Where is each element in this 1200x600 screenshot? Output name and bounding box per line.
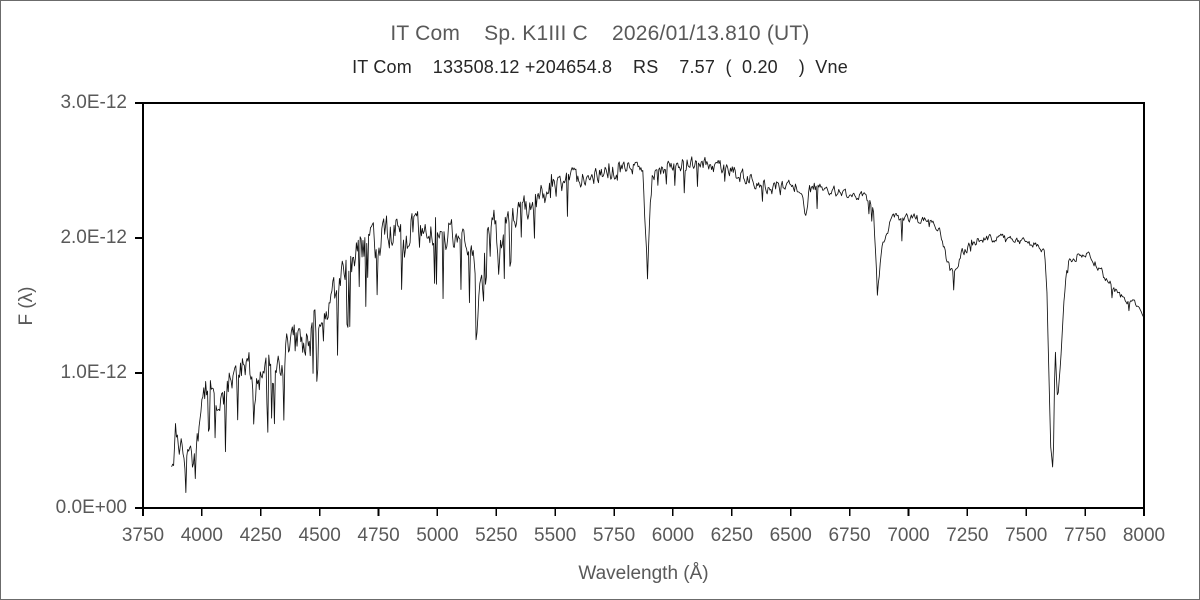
- x-tick-label: 6750: [828, 525, 871, 546]
- x-tick-label: 7000: [887, 525, 930, 546]
- chart-title: IT Com Sp. K1III C 2026/01/13.810 (UT): [390, 22, 810, 45]
- x-tick-label: 7750: [1063, 525, 1107, 546]
- x-tick-label: 6250: [710, 525, 753, 546]
- x-tick-label: 4500: [298, 525, 341, 546]
- x-tick-label: 5250: [475, 525, 518, 546]
- x-tick-label: 5750: [592, 525, 636, 546]
- x-tick-label: 6500: [769, 525, 812, 546]
- y-tick-label: 0.0E+00: [55, 497, 127, 518]
- y-tick-label: 3.0E-12: [60, 92, 127, 113]
- x-tick-label: 7500: [1005, 525, 1048, 546]
- x-tick-label: 5500: [534, 525, 577, 546]
- x-tick-label: 7250: [946, 525, 989, 546]
- y-tick-label: 2.0E-12: [60, 227, 127, 248]
- x-tick-label: 8000: [1122, 525, 1166, 546]
- x-tick-label: 5000: [416, 525, 459, 546]
- x-tick-label: 6000: [651, 525, 695, 546]
- spectrum-line: [171, 156, 1145, 493]
- x-tick-label: 4000: [180, 525, 224, 546]
- plot-box: [142, 102, 1145, 509]
- x-tick-label: 4750: [357, 525, 400, 546]
- y-tick-label: 1.0E-12: [60, 362, 127, 383]
- x-tick-label: 4250: [239, 525, 282, 546]
- x-axis-title: Wavelength (Å): [578, 563, 709, 584]
- chart-subtitle: IT Com 133508.12 +204654.8 RS 7.57 ( 0.2…: [352, 57, 848, 77]
- x-tick-label: 3750: [121, 525, 165, 546]
